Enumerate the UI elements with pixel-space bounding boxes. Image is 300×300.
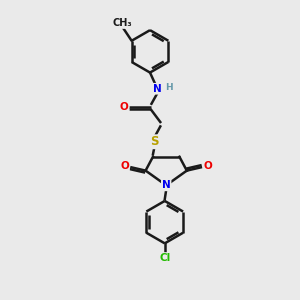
Text: Cl: Cl	[159, 253, 170, 263]
Text: CH₃: CH₃	[113, 18, 133, 28]
Text: N: N	[153, 84, 162, 94]
Text: O: O	[120, 102, 128, 112]
Text: S: S	[150, 135, 159, 148]
Text: N: N	[162, 180, 171, 190]
Text: O: O	[204, 161, 212, 171]
Text: H: H	[165, 83, 172, 92]
Text: O: O	[120, 161, 129, 171]
